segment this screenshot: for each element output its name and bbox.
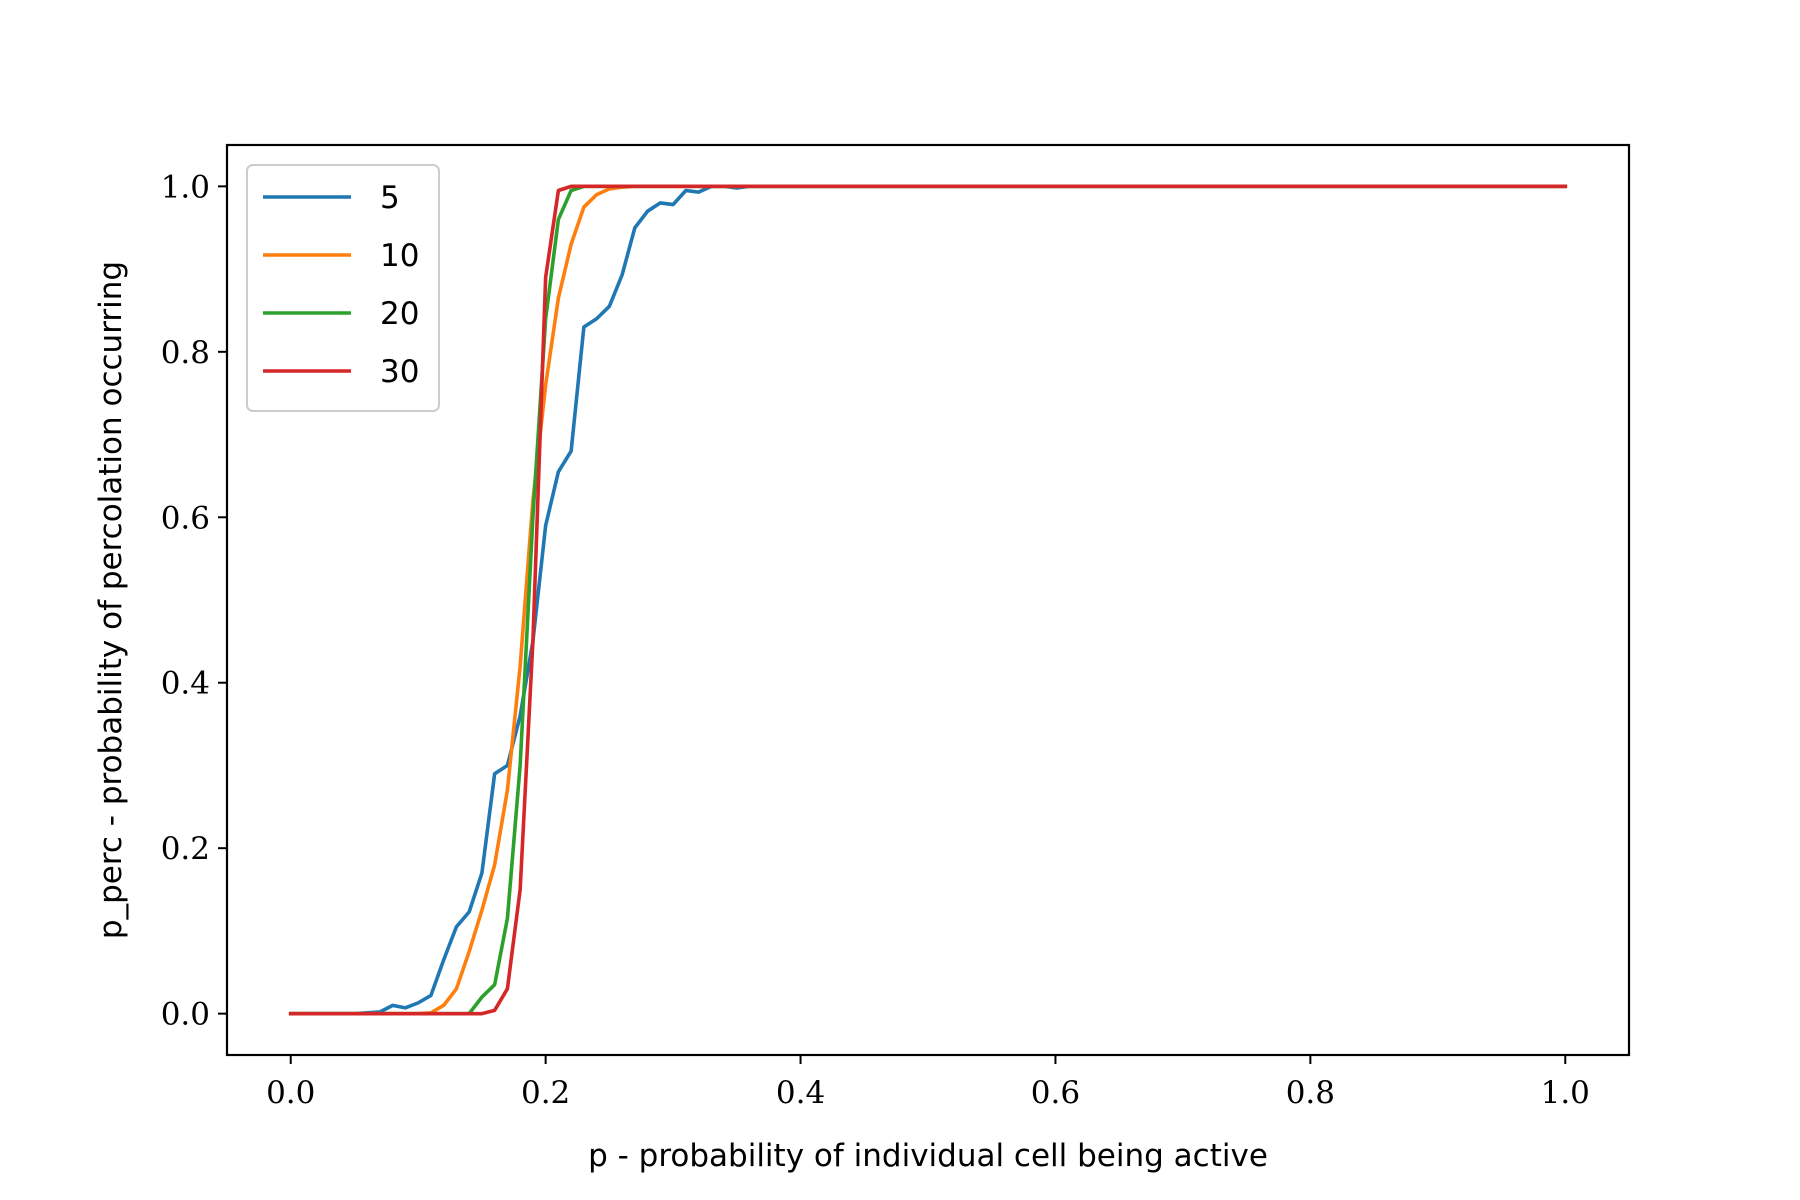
y-axis: 0.0 0.2 0.4 0.6 0.8 1.0 xyxy=(161,169,227,1033)
x-axis-label: p - probability of individual cell being… xyxy=(588,1138,1268,1174)
legend: 5 10 20 30 xyxy=(246,164,440,412)
y-axis-label: p_perc - probability of percolation occu… xyxy=(93,261,129,939)
y-tick-label: 1.0 xyxy=(161,169,210,205)
y-tick-label: 0.6 xyxy=(161,500,210,536)
plot-frame xyxy=(225,143,1631,1057)
legend-label-30: 30 xyxy=(380,354,419,390)
x-tick-label: 0.8 xyxy=(1286,1075,1335,1111)
x-tick-label: 0.2 xyxy=(521,1075,570,1111)
x-axis: 0.0 0.2 0.4 0.6 0.8 1.0 xyxy=(266,1055,1590,1111)
x-tick-label: 0.4 xyxy=(776,1075,825,1111)
legend-box xyxy=(246,164,440,412)
legend-label-5: 5 xyxy=(380,180,400,216)
y-tick-label: 0.2 xyxy=(161,831,210,867)
series-line-5 xyxy=(288,184,1568,1016)
legend-label-20: 20 xyxy=(380,296,419,332)
plot-lines xyxy=(288,184,1568,1016)
x-tick-label: 0.6 xyxy=(1031,1075,1080,1111)
series-line-20 xyxy=(288,184,1568,1016)
series-line-10 xyxy=(288,184,1568,1016)
x-tick-label: 1.0 xyxy=(1541,1075,1590,1111)
y-tick-label: 0.0 xyxy=(161,997,210,1033)
legend-label-10: 10 xyxy=(380,238,419,274)
y-tick-label: 0.8 xyxy=(161,335,210,371)
y-tick-label: 0.4 xyxy=(161,666,210,702)
x-tick-label: 0.0 xyxy=(266,1075,315,1111)
series-line-30 xyxy=(288,184,1568,1016)
